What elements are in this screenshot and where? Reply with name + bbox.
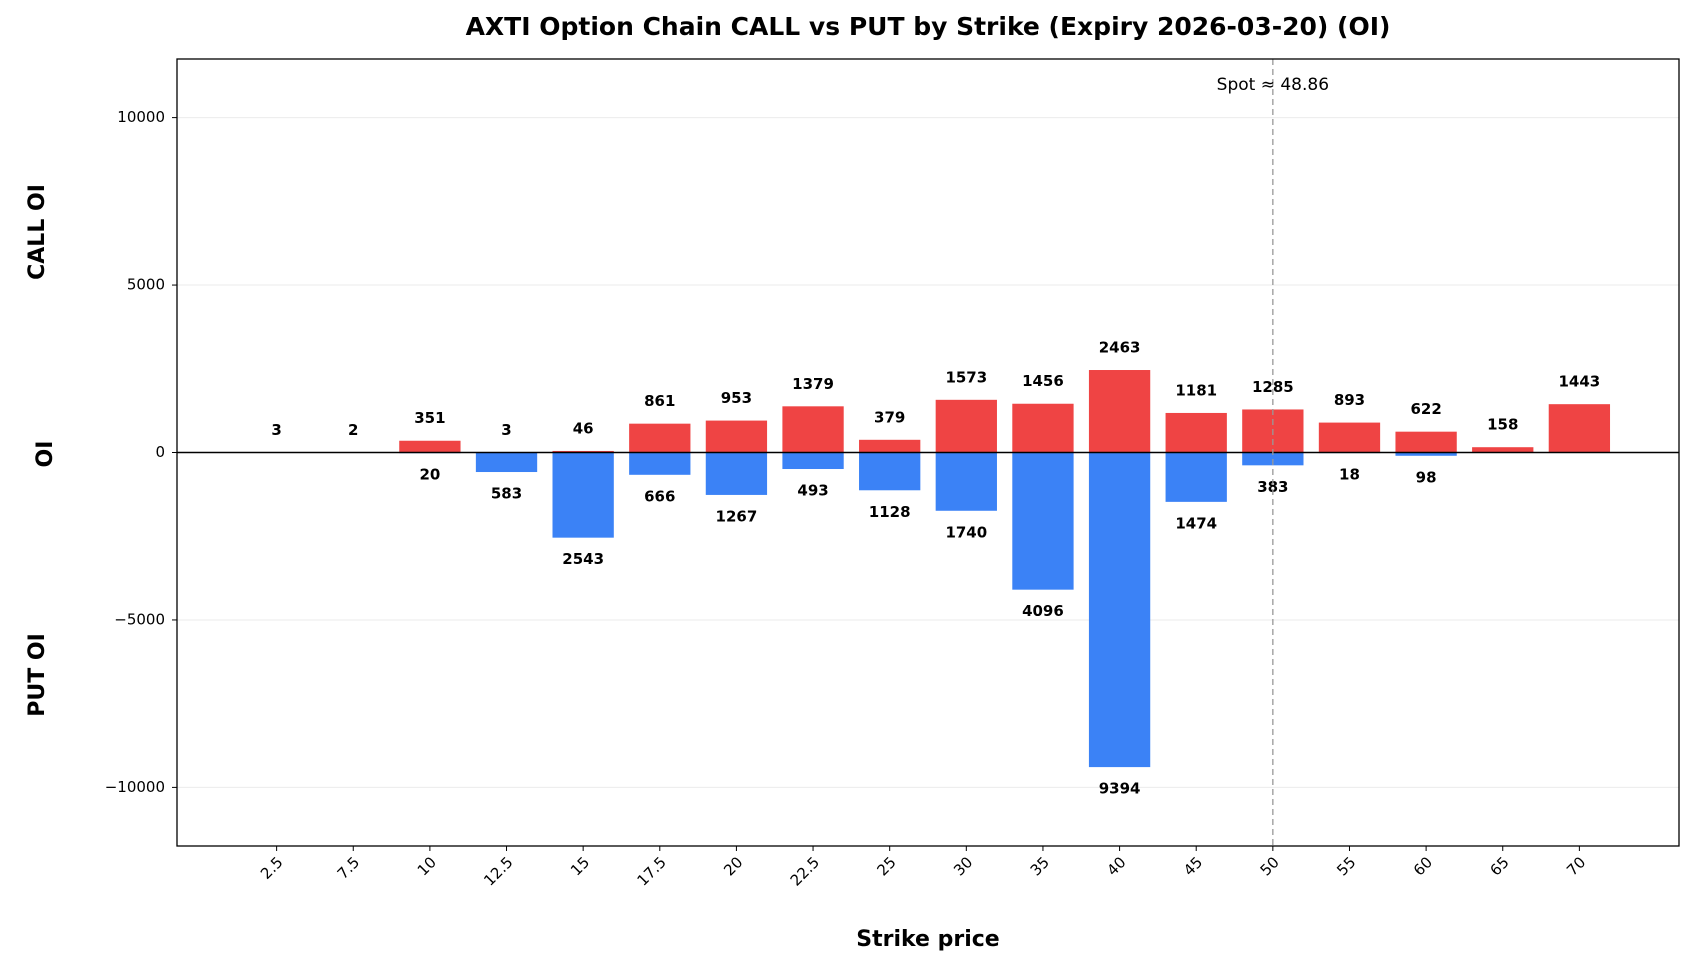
bar bbox=[1012, 403, 1074, 453]
x-tick-label: 65 bbox=[1487, 853, 1513, 879]
bar bbox=[1472, 447, 1534, 453]
value-label: 46 bbox=[573, 419, 594, 437]
x-tick-label: 30 bbox=[950, 853, 976, 879]
y-tick-label: −5000 bbox=[114, 610, 165, 628]
value-label: 9394 bbox=[1099, 780, 1141, 798]
value-label: 351 bbox=[414, 409, 445, 427]
x-tick-label: 50 bbox=[1257, 853, 1283, 879]
bar bbox=[1165, 452, 1227, 502]
value-label: 1181 bbox=[1175, 381, 1217, 399]
y-tick-label: 10000 bbox=[117, 108, 165, 126]
x-tick-label: 25 bbox=[873, 853, 899, 879]
value-label: 1740 bbox=[945, 523, 987, 541]
value-label: 953 bbox=[721, 389, 752, 407]
bar bbox=[782, 406, 844, 453]
x-tick-label: 20 bbox=[720, 853, 746, 879]
value-label: 1267 bbox=[716, 507, 758, 525]
value-label: 1379 bbox=[792, 375, 834, 393]
value-label: 1443 bbox=[1559, 373, 1601, 391]
x-tick-label: 15 bbox=[567, 853, 593, 879]
x-tick-label: 7.5 bbox=[334, 853, 364, 883]
bar bbox=[1165, 412, 1227, 453]
value-label: 2543 bbox=[562, 550, 604, 568]
y-axis-label: PUT OI bbox=[25, 633, 50, 717]
x-tick-label: 35 bbox=[1027, 853, 1053, 879]
y-tick-label: 0 bbox=[155, 443, 165, 461]
value-label: 622 bbox=[1410, 400, 1441, 418]
bar bbox=[935, 452, 997, 511]
value-label: 583 bbox=[491, 485, 522, 503]
bar bbox=[475, 452, 538, 473]
value-label: 383 bbox=[1257, 478, 1288, 496]
value-label: 1573 bbox=[945, 368, 987, 386]
bar bbox=[552, 450, 614, 453]
value-label: 20 bbox=[419, 466, 440, 484]
bar bbox=[1395, 452, 1457, 456]
value-label: 158 bbox=[1487, 416, 1518, 434]
value-label: 2463 bbox=[1099, 339, 1141, 357]
value-label: 1474 bbox=[1175, 514, 1217, 532]
value-label: 2 bbox=[348, 421, 358, 439]
spot-label: Spot ≈ 48.86 bbox=[1217, 75, 1329, 95]
bar bbox=[1395, 431, 1457, 453]
x-tick-label: 2.5 bbox=[257, 853, 287, 883]
value-label: 493 bbox=[797, 482, 828, 500]
plot-frame bbox=[176, 58, 1680, 847]
x-tick-label: 22.5 bbox=[787, 853, 823, 889]
value-label: 1285 bbox=[1252, 378, 1294, 396]
bar bbox=[1548, 404, 1611, 453]
value-label: 666 bbox=[644, 487, 675, 505]
bar bbox=[705, 420, 768, 453]
bar bbox=[935, 399, 997, 453]
x-axis-label: Strike price bbox=[856, 927, 999, 952]
bar bbox=[1088, 370, 1151, 453]
bar bbox=[399, 440, 461, 453]
chart-title: AXTI Option Chain CALL vs PUT by Strike … bbox=[466, 12, 1391, 41]
value-label: 1456 bbox=[1022, 372, 1064, 390]
bar bbox=[782, 452, 844, 470]
x-tick-label: 70 bbox=[1563, 853, 1589, 879]
value-label: 3 bbox=[501, 421, 511, 439]
value-label: 893 bbox=[1334, 391, 1365, 409]
bar bbox=[859, 452, 921, 491]
bar bbox=[629, 423, 691, 453]
value-label: 18 bbox=[1339, 466, 1360, 484]
value-label: 1128 bbox=[869, 503, 911, 521]
bar bbox=[1012, 452, 1074, 590]
value-label: 98 bbox=[1416, 468, 1437, 486]
y-axis-label: CALL OI bbox=[25, 184, 50, 280]
x-tick-label: 40 bbox=[1103, 853, 1129, 879]
bar bbox=[1318, 422, 1381, 453]
x-tick-label: 17.5 bbox=[633, 853, 669, 889]
y-axis-label: OI bbox=[33, 441, 58, 468]
value-label: 3 bbox=[271, 421, 281, 439]
value-label: 861 bbox=[644, 392, 675, 410]
bar bbox=[705, 452, 768, 495]
bar bbox=[1088, 452, 1151, 768]
bar bbox=[1242, 452, 1304, 466]
x-tick-label: 60 bbox=[1410, 853, 1436, 879]
x-tick-label: 10 bbox=[414, 853, 440, 879]
bar bbox=[629, 452, 691, 475]
bar bbox=[859, 439, 921, 453]
value-label: 4096 bbox=[1022, 602, 1064, 620]
x-tick-label: 45 bbox=[1180, 853, 1206, 879]
x-tick-label: 55 bbox=[1333, 853, 1359, 879]
x-tick-label: 12.5 bbox=[480, 853, 516, 889]
value-label: 379 bbox=[874, 408, 905, 426]
y-tick-label: 5000 bbox=[127, 276, 165, 294]
bar bbox=[552, 452, 614, 538]
y-tick-label: −10000 bbox=[105, 778, 165, 796]
